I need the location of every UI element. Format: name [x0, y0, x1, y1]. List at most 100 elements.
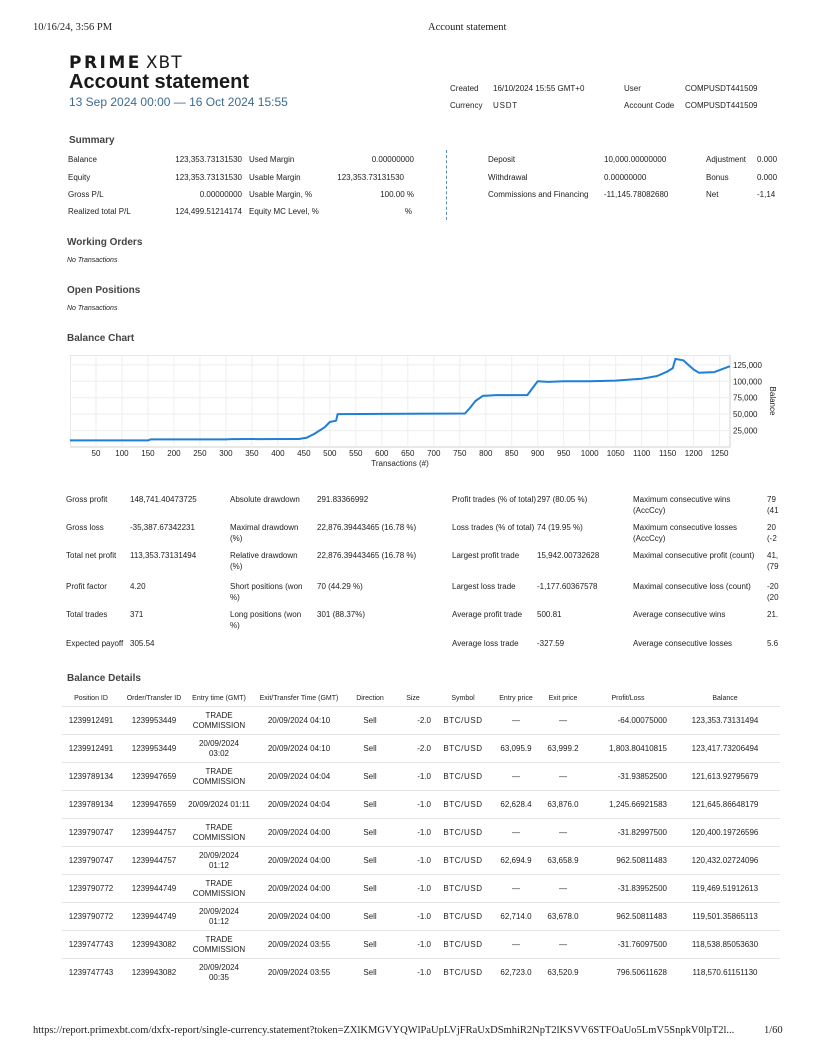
logo-main: PRIME: [69, 53, 142, 73]
date-range: 13 Sep 2024 00:00 — 16 Oct 2024 15:55: [69, 95, 288, 109]
summary-label: Commissions and Financing: [488, 190, 589, 199]
stat-label: Expected payoff: [66, 639, 124, 648]
account-code-label: Account Code: [624, 101, 675, 110]
table-cell: 120,432.02724096: [670, 846, 780, 875]
table-cell: —: [540, 818, 586, 847]
table-cell: 1239790772: [62, 874, 120, 903]
table-cell: 123,353.73131494: [670, 706, 780, 735]
table-cell: -1.0: [392, 762, 434, 791]
stat-value: 305.54: [130, 639, 155, 648]
open-positions-heading: Open Positions: [67, 285, 141, 296]
stat-value: 79 (41: [767, 495, 779, 515]
logo-sub: XBT: [145, 53, 183, 73]
table-cell: 1239790772: [62, 902, 120, 931]
table-cell: -64.00075000: [586, 706, 670, 735]
stat-label: Average consecutive wins: [633, 610, 726, 619]
table-cell: BTC/USD: [434, 902, 492, 931]
x-tick-label: 750: [453, 449, 467, 458]
summary-value: 0.00000000: [604, 173, 647, 182]
balance-chart-heading: Balance Chart: [67, 333, 135, 344]
table-row: 1239747743 1239943082 TRADE COMMISSION 20/0…: [62, 930, 780, 959]
stat-value: 291.83366992: [317, 495, 369, 504]
x-tick-label: 1200: [685, 449, 703, 458]
summary-value: 100.00 %: [380, 190, 414, 199]
x-tick-label: 950: [557, 449, 571, 458]
x-tick-label: 1050: [607, 449, 625, 458]
table-cell: 62,628.4: [492, 790, 540, 819]
summary-label: Net: [706, 190, 719, 199]
table-cell: TRADE COMMISSION: [188, 874, 250, 903]
column-header: Profit/Loss: [611, 694, 645, 702]
table-cell: 121,645.86648179: [670, 790, 780, 819]
stat-value: 301 (88.37%): [317, 610, 366, 619]
column-header: Entry time (GMT): [192, 694, 246, 702]
table-cell: -31.93852500: [586, 762, 670, 791]
table-cell: 1239747743: [62, 930, 120, 959]
summary-label: Withdrawal: [488, 173, 528, 182]
table-row: 1239790747 1239944757 20/09/2024 01:12 20/0…: [62, 846, 780, 875]
table-cell: 796.50611628: [586, 958, 670, 986]
summary-divider: [446, 150, 447, 220]
y-tick-label: 50,000: [733, 410, 758, 419]
stat-value: -20 (20: [767, 582, 779, 602]
summary-heading: Summary: [69, 135, 115, 146]
stat-value: 22,876.39443465 (16.78 %): [317, 551, 417, 560]
table-cell: —: [492, 930, 540, 959]
table-cell: -1.0: [392, 930, 434, 959]
stat-label: Absolute drawdown: [230, 495, 300, 504]
summary-value: 0.000: [757, 173, 778, 182]
x-tick-label: 150: [141, 449, 155, 458]
table-cell: BTC/USD: [434, 930, 492, 959]
stat-value: 15,942.00732628: [537, 551, 600, 560]
table-cell: Sell: [348, 902, 392, 931]
summary-label: Used Margin: [249, 155, 295, 164]
table-cell: -1.0: [392, 818, 434, 847]
table-cell: -1.0: [392, 874, 434, 903]
x-tick-label: 1150: [659, 449, 677, 458]
table-cell: 1239944757: [120, 846, 188, 875]
stat-label: Relative drawdown (%): [230, 551, 298, 571]
table-cell: TRADE COMMISSION: [188, 762, 250, 791]
created-value: 16/10/2024 15:55 GMT+0: [493, 84, 585, 93]
table-cell: 1239747743: [62, 958, 120, 986]
y-axis-label: Balance: [768, 387, 777, 416]
column-header: Exit price: [548, 694, 578, 702]
summary-value: 0.000: [757, 155, 778, 164]
stat-value: 74 (19.95 %): [537, 523, 583, 532]
x-tick-label: 100: [115, 449, 129, 458]
x-tick-label: 1250: [711, 449, 729, 458]
table-cell: —: [540, 930, 586, 959]
table-cell: 1239944749: [120, 902, 188, 931]
summary-value: -1,14: [757, 190, 776, 199]
stat-value: 297 (80.05 %): [537, 495, 588, 504]
table-cell: 62,694.9: [492, 846, 540, 875]
stat-value: 70 (44.29 %): [317, 582, 363, 591]
summary-label: Adjustment: [706, 155, 747, 164]
column-header: Symbol: [451, 694, 475, 702]
page-title: Account statement: [69, 71, 250, 93]
table-cell: —: [492, 762, 540, 791]
table-cell: 1239953449: [120, 706, 188, 735]
table-cell: 123,417.73206494: [670, 734, 780, 763]
table-cell: 118,570.61151130: [670, 958, 780, 986]
account-code-value: COMPUSDT441509: [685, 101, 758, 110]
stat-label: Gross loss: [66, 523, 104, 532]
table-cell: 1,803.80410815: [586, 734, 670, 763]
table-header-row: Position ID Order/Transfer ID Entry time (…: [62, 690, 780, 707]
table-cell: 62,723.0: [492, 958, 540, 986]
table-cell: 63,876.0: [540, 790, 586, 819]
table-cell: —: [540, 706, 586, 735]
print-page-number: 1/60: [764, 1025, 783, 1036]
print-url: https://report.primexbt.com/dxfx-report/…: [33, 1025, 735, 1036]
table-cell: 20/09/2024 03:55: [250, 930, 348, 959]
summary-label: Bonus: [706, 173, 729, 182]
table-cell: -31.83952500: [586, 874, 670, 903]
summary-value: 124,499.51214174: [175, 207, 242, 216]
stat-label: Total net profit: [66, 551, 117, 560]
stat-label: Profit trades (% of total): [452, 495, 537, 504]
table-cell: —: [492, 706, 540, 735]
table-cell: 20/09/2024 03:55: [250, 958, 348, 986]
x-tick-label: 850: [505, 449, 519, 458]
x-tick-label: 50: [92, 449, 101, 458]
summary-value: 0.00000000: [371, 155, 414, 164]
